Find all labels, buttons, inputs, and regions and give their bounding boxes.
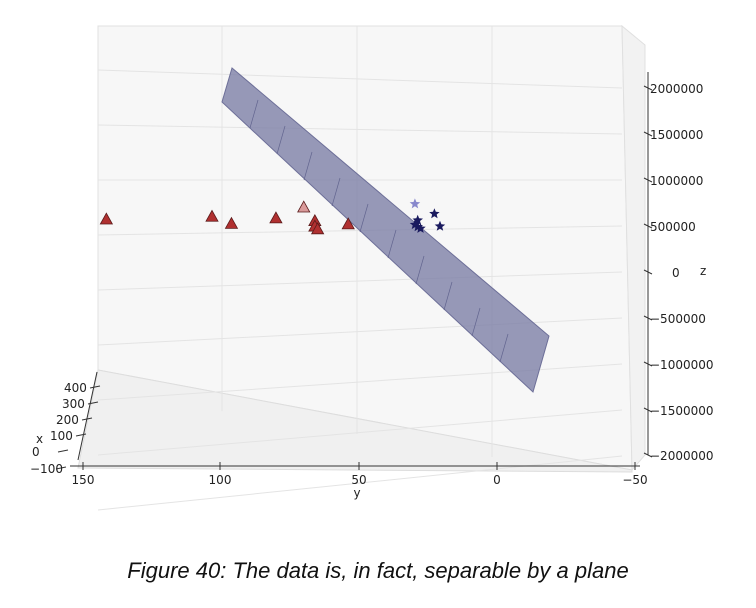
x-tick-label: −100 <box>30 462 63 476</box>
y-tick-label: 0 <box>493 473 501 487</box>
z-tick <box>643 315 653 321</box>
star-marker <box>415 223 426 233</box>
z-tick-label: −500000 <box>650 312 706 326</box>
plane-rib <box>471 307 481 337</box>
triangle-marker <box>310 222 325 235</box>
z-tick-label: 1500000 <box>650 128 703 142</box>
x-axis-line <box>77 371 98 461</box>
z-tick <box>643 269 653 275</box>
grid-line <box>97 124 623 135</box>
plane-rib <box>387 229 397 259</box>
z-axis: 2000000 1500000 1000000 500000 0 −500000 −1000… <box>643 72 714 463</box>
z-tick <box>643 452 653 458</box>
grid-line <box>97 69 623 89</box>
grid-line <box>97 409 623 456</box>
triangle-marker <box>99 212 114 225</box>
x-tick <box>81 417 93 421</box>
z-tick <box>643 177 653 183</box>
figure-caption: Figure 40: The data is, in fact, separab… <box>127 558 629 583</box>
x-tick <box>57 449 69 453</box>
z-tick <box>643 407 653 413</box>
star-marker <box>429 208 440 219</box>
x-tick-label: 0 <box>32 445 40 459</box>
x-tick-label: 100 <box>50 429 73 443</box>
z-tick-label: 2000000 <box>650 82 703 96</box>
y-axis-label: y <box>353 486 360 500</box>
x-tick-label: 400 <box>64 381 87 395</box>
plane-rib <box>499 333 509 363</box>
triangle-marker <box>297 200 311 213</box>
x-tick <box>75 433 87 437</box>
z-tick-label: 1000000 <box>650 174 703 188</box>
z-axis-label: z <box>700 264 706 278</box>
y-tick-label: 150 <box>72 473 95 487</box>
x-tick-label: 300 <box>62 397 85 411</box>
plane-rib <box>249 99 259 129</box>
star-marker <box>409 219 421 230</box>
z-tick-label: −2000000 <box>650 449 714 463</box>
y-axis: 150 100 50 0 −50 y <box>70 462 648 500</box>
star-marker <box>409 198 421 209</box>
grid-line <box>97 271 623 291</box>
floor-pane <box>77 369 633 473</box>
triangle-marker <box>224 216 239 229</box>
separating-plane <box>221 67 550 393</box>
z-tick-label: 500000 <box>650 220 696 234</box>
plane-rib <box>359 203 369 233</box>
plane-rib <box>443 281 453 311</box>
side-pane <box>621 24 646 472</box>
data-markers <box>99 198 446 235</box>
y-tick-label: 100 <box>209 473 232 487</box>
x-tick <box>55 466 67 470</box>
z-tick <box>643 85 653 91</box>
x-axis-label: x <box>36 432 43 446</box>
y-tick-label: −50 <box>622 473 647 487</box>
z-tick <box>643 131 653 137</box>
plane-rib <box>276 125 286 155</box>
x-tick <box>87 401 99 405</box>
x-axis: 400 300 200 100 0 −100 x <box>30 371 101 476</box>
star-marker <box>412 221 423 232</box>
plane-rib <box>415 255 425 285</box>
plane-rib <box>303 151 313 181</box>
x-tick-label: 200 <box>56 413 79 427</box>
triangle-marker <box>205 209 219 222</box>
x-tick <box>89 385 101 389</box>
triangle-marker <box>341 217 355 230</box>
triangle-marker <box>269 211 283 224</box>
z-tick <box>643 361 653 367</box>
z-tick-label: 0 <box>672 266 680 280</box>
grid-line <box>97 317 623 346</box>
z-tick-label: −1000000 <box>650 358 714 372</box>
plane-surface <box>221 67 550 393</box>
grid-line <box>97 455 623 511</box>
y-tick-label: 50 <box>351 473 366 487</box>
star-marker <box>434 220 446 231</box>
plane-rib <box>331 177 341 207</box>
z-tick-label: −1500000 <box>650 404 714 418</box>
z-tick <box>643 223 653 229</box>
